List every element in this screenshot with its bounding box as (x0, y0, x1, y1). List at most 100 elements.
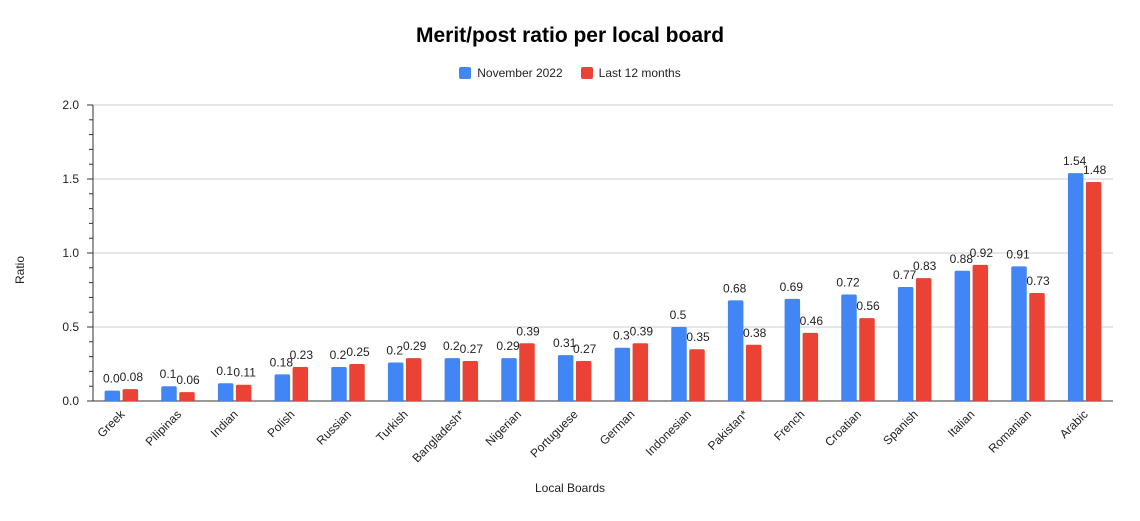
bar-last12 (179, 392, 195, 401)
data-label-last12: 0.83 (913, 259, 937, 273)
data-label-last12: 0.38 (743, 326, 767, 340)
data-label-last12: 0.46 (800, 314, 824, 328)
bar-last12 (689, 349, 705, 401)
bar-november (217, 383, 234, 401)
data-label-november: 0.2 (330, 348, 347, 362)
data-label-last12: 0.35 (686, 330, 710, 344)
data-label-november: 0.88 (950, 252, 974, 266)
data-label-last12: 0.23 (290, 348, 314, 362)
bar-november (557, 355, 574, 401)
x-tick-label: Indonesian (643, 407, 694, 458)
data-label-november: 0.72 (836, 275, 860, 289)
bar-november (614, 347, 631, 401)
bar-last12 (292, 366, 309, 401)
x-tick-label: French (771, 407, 807, 443)
bar-november (444, 358, 461, 401)
data-label-november: 0.18 (270, 355, 294, 369)
bar-november (104, 390, 121, 401)
bar-last12 (349, 364, 365, 401)
bar-last12 (122, 389, 139, 401)
data-label-last12: 0.25 (346, 345, 370, 359)
y-axis-label: Ratio (13, 255, 27, 285)
bar-november (501, 358, 517, 401)
bar-last12 (1029, 292, 1045, 401)
bar-last12 (405, 358, 422, 401)
data-label-november: 0.68 (723, 281, 747, 295)
bar-november (1067, 173, 1084, 401)
bar-november (841, 294, 857, 401)
bar-november (1011, 266, 1027, 401)
data-label-november: 0.31 (553, 336, 577, 350)
data-label-november: 0.2 (443, 339, 460, 353)
data-label-last12: 0.39 (630, 324, 654, 338)
bar-last12 (972, 264, 989, 401)
data-label-last12: 0.27 (573, 342, 597, 356)
x-tick-label: German (597, 407, 638, 448)
legend-label-november: November 2022 (477, 66, 563, 80)
legend-swatch-last12 (580, 67, 593, 79)
legend: November 2022 Last 12 months (0, 66, 1140, 80)
bar-november (671, 327, 687, 401)
y-tick-label: 0.0 (62, 394, 79, 408)
x-tick-label: Pakistan* (705, 407, 751, 453)
bar-last12 (632, 343, 649, 401)
bar-last12 (235, 384, 252, 401)
x-tick-label: Bangladesh* (409, 407, 467, 465)
data-label-last12: 0.92 (970, 246, 994, 260)
bar-last12 (802, 332, 819, 401)
data-label-november: 0.1 (216, 364, 233, 378)
legend-item-november[interactable]: November 2022 (459, 66, 563, 80)
y-tick-label: 1.5 (62, 172, 79, 186)
bar-november (784, 298, 801, 401)
bar-last12 (745, 344, 762, 401)
data-label-last12: 0.29 (403, 339, 427, 353)
x-tick-label: Turkish (373, 407, 410, 444)
y-tick-label: 2.0 (62, 98, 79, 112)
data-label-last12: 0.56 (856, 299, 880, 313)
data-label-november: 0.69 (780, 280, 804, 294)
data-label-november: 0.0 (103, 372, 120, 386)
data-label-last12: 0.08 (120, 370, 144, 384)
x-tick-label: Arabic (1057, 407, 1091, 441)
bar-november (161, 386, 177, 401)
bar-november (897, 287, 914, 401)
data-label-november: 0.29 (496, 339, 520, 353)
chart-title: Merit/post ratio per local board (415, 24, 725, 47)
bar-last12 (1085, 181, 1102, 401)
legend-item-last12[interactable]: Last 12 months (580, 66, 681, 80)
x-tick-label: Croatian (822, 407, 864, 449)
legend-swatch-november (459, 67, 472, 79)
data-label-last12: 0.11 (233, 366, 256, 380)
bar-last12 (859, 318, 875, 401)
x-tick-label: Spanish (880, 407, 921, 448)
bar-november (954, 270, 971, 401)
data-label-last12: 1.48 (1083, 163, 1107, 177)
x-axis-label: Local Boards (534, 481, 606, 495)
bar-last12 (915, 278, 932, 401)
data-label-last12: 0.06 (176, 373, 200, 387)
data-label-november: 0.2 (386, 344, 403, 358)
data-label-november: 0.5 (670, 308, 687, 322)
data-label-november: 0.77 (893, 268, 917, 282)
data-label-last12: 0.73 (1026, 274, 1050, 288)
data-label-november: 1.54 (1063, 154, 1087, 168)
y-tick-label: 1.0 (62, 246, 79, 260)
x-tick-label: Greek (94, 407, 128, 441)
x-tick-label: Pilipinas (143, 407, 185, 449)
x-tick-label: Nigerian (483, 407, 525, 449)
bar-last12 (575, 361, 592, 401)
bar-last12 (519, 343, 535, 401)
bar-november (727, 300, 744, 401)
x-tick-label: Indian (208, 407, 241, 440)
data-label-november: 0.3 (613, 329, 630, 343)
bar-last12 (462, 361, 479, 401)
data-label-november: 0.91 (1006, 247, 1030, 261)
x-tick-label: Polish (264, 407, 297, 440)
bar-november (274, 374, 291, 401)
bar-november (331, 366, 347, 401)
data-label-last12: 0.27 (460, 342, 484, 356)
y-tick-label: 0.5 (62, 320, 79, 334)
legend-label-last12: Last 12 months (598, 66, 681, 80)
